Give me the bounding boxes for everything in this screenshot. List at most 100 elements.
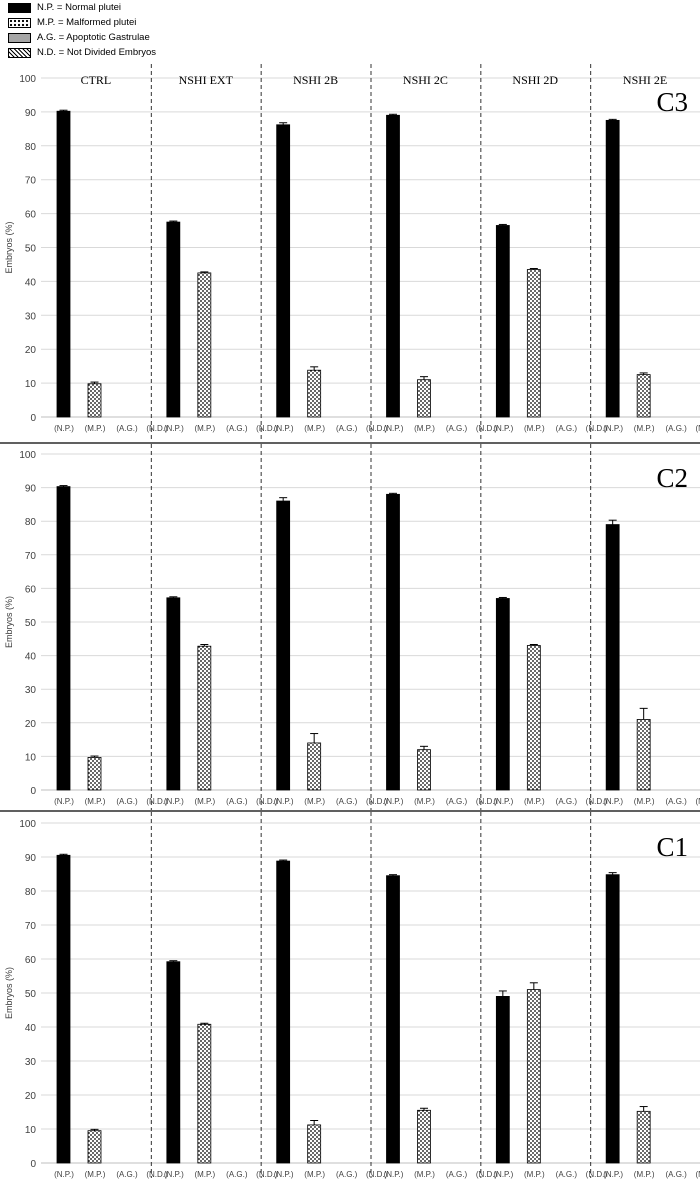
legend-item-np: N.P. = Normal plutei — [8, 0, 156, 15]
y-tick-label: 40 — [25, 1023, 37, 1034]
legend-item-ag: A.G. = Apoptotic Gastrulae — [8, 30, 156, 45]
group-label: NSHI EXT — [179, 73, 234, 87]
group-label: CTRL — [81, 73, 112, 87]
bar — [87, 383, 102, 418]
x-category-label: (M.P.) — [414, 424, 435, 433]
x-category-label: (N.P.) — [384, 424, 404, 433]
legend-swatch-np — [8, 2, 31, 13]
y-tick-label: 70 — [25, 921, 37, 932]
legend: N.P. = Normal plutei M.P. = Malformed pl… — [8, 0, 156, 60]
group-label: NSHI 2B — [293, 73, 338, 87]
x-category-label: (N.D.) — [366, 797, 388, 806]
x-category-label: (N.D.) — [146, 424, 168, 433]
y-tick-label: 80 — [25, 887, 37, 898]
x-category-label: (N.P.) — [384, 1170, 404, 1179]
x-category-label: (M.P.) — [304, 1170, 325, 1179]
x-category-label: (N.D.) — [476, 424, 498, 433]
x-category-label: (N.P.) — [493, 424, 513, 433]
bar — [386, 493, 400, 791]
y-tick-label: 20 — [25, 719, 37, 730]
x-category-label: (N.P.) — [603, 424, 623, 433]
bar — [307, 1124, 322, 1164]
bar — [56, 110, 71, 418]
x-category-label: (N.P.) — [54, 424, 74, 433]
x-category-label: (A.G.) — [116, 1170, 138, 1179]
x-category-label: (N.D.) — [586, 424, 608, 433]
x-category-label: (N.P.) — [603, 797, 623, 806]
x-category-label: (A.G.) — [556, 1170, 578, 1179]
y-tick-label: 70 — [25, 176, 37, 187]
x-category-label: (M.P.) — [524, 797, 545, 806]
y-tick-label: 90 — [25, 484, 37, 495]
panel-label: C3 — [656, 87, 688, 117]
bar — [636, 374, 651, 418]
bar — [417, 749, 431, 791]
x-category-label: (M.P.) — [85, 1170, 106, 1179]
x-category-label: (A.G.) — [116, 424, 138, 433]
x-category-label: (N.D.) — [696, 1170, 700, 1179]
y-tick-label: 60 — [25, 584, 37, 595]
legend-swatch-ag — [8, 32, 31, 43]
y-tick-label: 40 — [25, 277, 37, 288]
y-tick-label: 50 — [25, 244, 37, 255]
x-category-label: (N.P.) — [493, 797, 513, 806]
bar — [605, 119, 620, 418]
x-category-label: (M.P.) — [634, 797, 655, 806]
panel-c1: 0 10 20 30 40 50 60 70 80 90 100 Embryos (%) C1 (N.P.… — [4, 812, 700, 1179]
x-category-label: (A.G.) — [226, 797, 248, 806]
x-category-label: (M.P.) — [524, 424, 545, 433]
x-category-label: (A.G.) — [116, 797, 138, 806]
x-category-label: (N.D.) — [256, 424, 278, 433]
y-axis-label: Embryos (%) — [4, 221, 14, 273]
bar — [197, 645, 212, 791]
x-category-label: (M.P.) — [304, 424, 325, 433]
y-tick-label: 10 — [25, 1125, 37, 1136]
panel-c3: 0 10 20 30 40 50 60 70 80 90 100 Embryos (%) C3 CTRL N… — [4, 64, 700, 442]
x-category-label: (M.P.) — [194, 797, 215, 806]
x-category-label: (A.G.) — [336, 1170, 358, 1179]
x-category-label: (M.P.) — [414, 1170, 435, 1179]
x-category-label: (A.G.) — [665, 1170, 687, 1179]
x-category-label: (A.G.) — [556, 797, 578, 806]
x-category-label: (N.D.) — [146, 1170, 168, 1179]
x-category-label: (N.D.) — [476, 1170, 498, 1179]
legend-label-ag: A.G. = Apoptotic Gastrulae — [37, 32, 150, 43]
x-category-label: (N.P.) — [603, 1170, 623, 1179]
x-category-label: (N.D.) — [476, 797, 498, 806]
x-category-label: (A.G.) — [226, 1170, 248, 1179]
y-tick-label: 10 — [25, 752, 37, 763]
x-category-label: (A.G.) — [336, 424, 358, 433]
y-tick-label: 50 — [25, 618, 37, 629]
panel-label: C1 — [656, 832, 688, 862]
x-category-label: (M.P.) — [194, 424, 215, 433]
bar — [307, 742, 322, 791]
bar — [495, 996, 510, 1164]
x-category-label: (N.P.) — [274, 1170, 294, 1179]
x-category-label: (N.D.) — [256, 1170, 278, 1179]
y-tick-label: 20 — [25, 1091, 37, 1102]
y-tick-label: 90 — [25, 108, 37, 119]
y-tick-label: 100 — [19, 450, 36, 461]
x-category-label: (M.P.) — [304, 797, 325, 806]
bar — [417, 1109, 431, 1164]
y-tick-label: 20 — [25, 345, 37, 356]
legend-label-mp: M.P. = Malformed plutei — [37, 17, 137, 28]
panel-c2: 0 10 20 30 40 50 60 70 80 90 100 Embryos (%) C2 (N.P.… — [4, 444, 700, 810]
y-tick-label: 0 — [30, 1159, 36, 1170]
x-category-label: (N.P.) — [274, 797, 294, 806]
x-category-label: (A.G.) — [336, 797, 358, 806]
y-tick-label: 0 — [30, 786, 36, 797]
x-category-label: (M.P.) — [634, 1170, 655, 1179]
x-category-label: (N.P.) — [274, 424, 294, 433]
group-label: NSHI 2E — [623, 73, 667, 87]
bar — [526, 645, 541, 791]
legend-swatch-nd — [8, 47, 31, 58]
x-category-label: (M.P.) — [85, 424, 106, 433]
x-category-label: (N.P.) — [384, 797, 404, 806]
bar — [605, 874, 620, 1164]
x-category-label: (N.P.) — [164, 797, 184, 806]
y-tick-label: 100 — [19, 74, 36, 85]
x-category-label: (A.G.) — [226, 424, 248, 433]
group-label: NSHI 2D — [512, 73, 558, 87]
